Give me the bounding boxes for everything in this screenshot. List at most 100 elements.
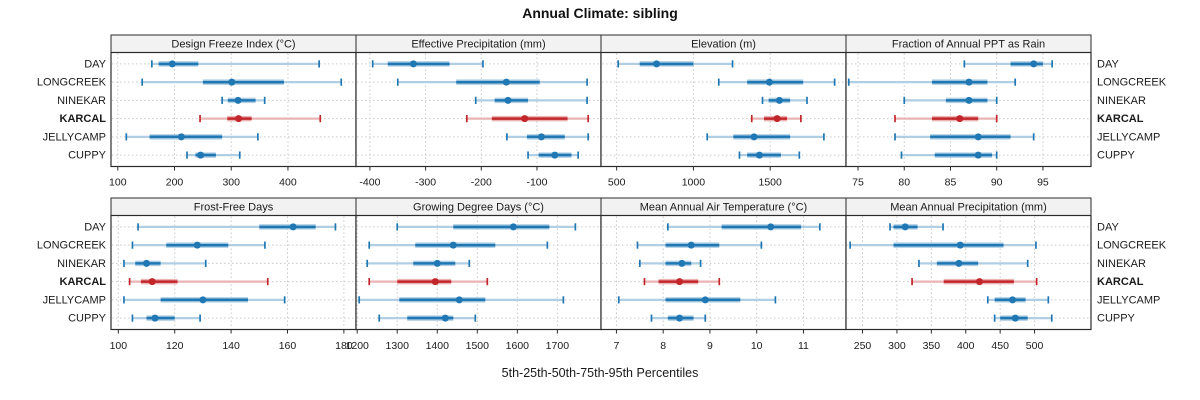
site-label-right: KARCAL xyxy=(1097,276,1144,288)
median-dot xyxy=(775,96,783,104)
median-dot xyxy=(143,259,151,267)
median-dot xyxy=(750,133,758,141)
x-tick-label: 500 xyxy=(608,177,626,189)
median-dot xyxy=(976,278,984,286)
x-tick-label: 350 xyxy=(923,340,941,352)
site-label-right: LONGCREEK xyxy=(1097,77,1167,89)
x-tick-label: 1600 xyxy=(506,340,530,352)
x-tick-label: 100 xyxy=(110,340,128,352)
panel-background xyxy=(846,52,1091,167)
site-label-right: NINEKAR xyxy=(1097,258,1146,270)
median-dot xyxy=(551,151,559,159)
median-dot xyxy=(974,151,982,159)
x-tick-label: 1500 xyxy=(466,340,490,352)
x-tick-label: 90 xyxy=(991,177,1003,189)
x-tick-label: -300 xyxy=(415,177,436,189)
x-tick-label: -400 xyxy=(359,177,380,189)
site-label-left: DAY xyxy=(84,58,106,70)
median-dot xyxy=(676,278,684,286)
panel-strip-title: Design Freeze Index (°C) xyxy=(171,39,295,51)
x-tick-label: 9 xyxy=(707,340,713,352)
x-tick-label: 180 xyxy=(335,340,353,352)
x-axis-caption: 5th-25th-50th-75th-95th Percentiles xyxy=(501,366,699,380)
x-tick-label: 11 xyxy=(798,340,809,352)
x-tick-label: 200 xyxy=(166,177,184,189)
x-tick-label: 450 xyxy=(991,340,1009,352)
median-dot xyxy=(701,296,709,304)
x-tick-label: 10 xyxy=(751,340,763,352)
x-tick-label: 1200 xyxy=(346,340,370,352)
x-tick-label: 140 xyxy=(222,340,240,352)
panel-strip-title: Growing Degree Days (°C) xyxy=(413,202,544,214)
x-tick-label: -200 xyxy=(471,177,492,189)
site-label-left: NINEKAR xyxy=(57,258,106,270)
median-dot xyxy=(1011,314,1019,322)
site-label-right: JELLYCAMP xyxy=(1097,294,1160,306)
x-tick-label: 1500 xyxy=(758,177,782,189)
median-dot xyxy=(901,223,909,231)
panel-strip-title: Mean Annual Air Temperature (°C) xyxy=(640,202,807,214)
median-dot xyxy=(409,60,417,68)
median-dot xyxy=(197,151,205,159)
median-dot xyxy=(974,133,982,141)
x-tick-label: 85 xyxy=(945,177,957,189)
site-label-right: LONGCREEK xyxy=(1097,240,1167,252)
site-label-right: JELLYCAMP xyxy=(1097,131,1160,143)
median-dot xyxy=(521,115,529,123)
median-dot xyxy=(449,241,457,249)
median-dot xyxy=(956,115,964,123)
median-dot xyxy=(289,223,297,231)
median-dot xyxy=(678,259,686,267)
median-dot xyxy=(228,78,236,86)
site-label-right: NINEKAR xyxy=(1097,95,1146,107)
median-dot xyxy=(956,241,964,249)
panel-border xyxy=(845,51,1092,168)
median-dot xyxy=(1030,60,1038,68)
panel-background xyxy=(111,215,356,330)
site-label-left: KARCAL xyxy=(60,113,107,125)
median-dot xyxy=(509,223,517,231)
x-tick-label: 300 xyxy=(888,340,906,352)
x-tick-label: -100 xyxy=(526,177,547,189)
median-dot xyxy=(955,259,963,267)
median-dot xyxy=(502,78,510,86)
site-label-left: LONGCREEK xyxy=(37,240,107,252)
x-tick-label: 1400 xyxy=(426,340,450,352)
median-dot xyxy=(455,296,463,304)
site-label-left: CUPPY xyxy=(68,150,107,162)
median-dot xyxy=(148,278,156,286)
median-dot xyxy=(755,151,763,159)
x-tick-label: 1700 xyxy=(546,340,570,352)
median-dot xyxy=(234,96,242,104)
x-tick-label: 400 xyxy=(957,340,975,352)
figure-title: Annual Climate: sibling xyxy=(522,5,678,21)
median-dot xyxy=(965,78,973,86)
x-tick-label: 120 xyxy=(166,340,184,352)
site-label-left: JELLYCAMP xyxy=(43,131,106,143)
median-dot xyxy=(151,314,159,322)
median-dot xyxy=(235,115,243,123)
site-label-left: LONGCREEK xyxy=(37,77,107,89)
x-tick-label: 160 xyxy=(279,340,297,352)
median-dot xyxy=(653,60,661,68)
panel-background xyxy=(356,215,601,330)
x-tick-label: 400 xyxy=(279,177,297,189)
site-label-left: DAY xyxy=(84,221,106,233)
panel-background xyxy=(846,215,1091,330)
x-tick-label: 80 xyxy=(898,177,910,189)
median-dot xyxy=(193,241,201,249)
x-tick-label: 100 xyxy=(109,177,127,189)
x-tick-label: 95 xyxy=(1037,177,1049,189)
x-tick-label: 7 xyxy=(614,340,620,352)
panel-background xyxy=(601,52,846,167)
panel-strip-title: Frost-Free Days xyxy=(194,202,274,214)
site-label-left: CUPPY xyxy=(68,313,107,325)
median-dot xyxy=(767,223,775,231)
site-label-right: KARCAL xyxy=(1097,113,1144,125)
x-tick-label: 250 xyxy=(854,340,872,352)
median-dot xyxy=(168,60,176,68)
x-tick-label: 1000 xyxy=(682,177,706,189)
panel-background xyxy=(601,215,846,330)
median-dot xyxy=(765,78,773,86)
